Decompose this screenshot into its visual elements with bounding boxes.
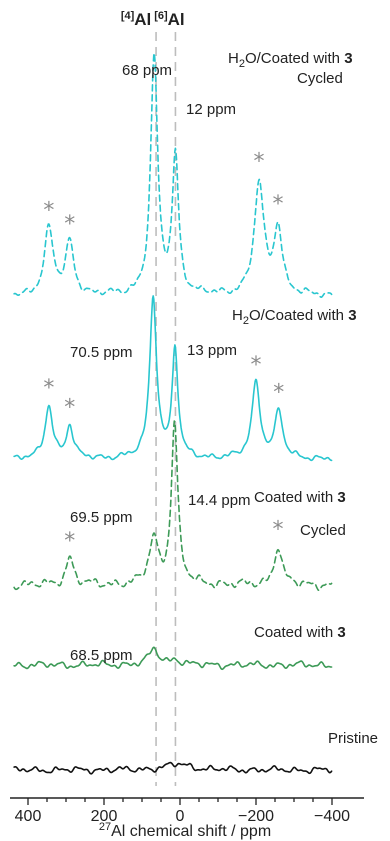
spectrum-pristine: [13, 761, 333, 775]
reference-label-1: [4]Al: [121, 10, 151, 29]
spectrum-h2o_coated: [13, 295, 333, 462]
peak-label-coated_cycled-1: 69.5 ppm: [70, 509, 133, 526]
sideband-star: *: [43, 376, 54, 401]
x-tick-label: 400: [15, 808, 42, 825]
series-label-line2-h2o_coated_cycled: Cycled: [297, 70, 343, 87]
series-label-line2-coated_cycled: Cycled: [300, 522, 346, 539]
sideband-star: *: [273, 381, 284, 406]
x-tick-label: 0: [176, 808, 185, 825]
x-axis-label: 27Al chemical shift / ppm: [99, 821, 271, 840]
series-label-h2o_coated: H2O/Coated with 3: [232, 307, 357, 327]
series-label-coated_cycled: Coated with 3: [254, 489, 346, 506]
reference-label-2: [6]Al: [154, 10, 184, 29]
spectrum-coated: [13, 646, 333, 671]
sideband-star: *: [64, 529, 75, 554]
x-tick-label: −400: [314, 808, 350, 825]
peak-label-coated-1: 68.5 ppm: [70, 647, 133, 664]
x-tick-label: 200: [91, 808, 118, 825]
series-label-h2o_coated_cycled: H2O/Coated with 3: [228, 50, 353, 70]
series-label-pristine: Pristine: [328, 730, 378, 747]
peak-label-h2o_coated-2: 13 ppm: [187, 342, 237, 359]
sideband-star: *: [64, 212, 75, 237]
peak-label-h2o_coated_cycled-1: 68 ppm: [122, 62, 172, 79]
spectrum-coated_cycled: [13, 420, 333, 591]
sideband-star: *: [43, 198, 54, 223]
peak-label-h2o_coated-1: 70.5 ppm: [70, 344, 133, 361]
x-tick-label: −200: [238, 808, 274, 825]
series-label-coated: Coated with 3: [254, 624, 346, 641]
sideband-star: *: [254, 150, 265, 175]
sideband-star: *: [251, 353, 262, 378]
peak-label-h2o_coated_cycled-2: 12 ppm: [186, 101, 236, 118]
peak-label-coated_cycled-2: 14.4 ppm: [188, 492, 251, 509]
sideband-star: *: [273, 192, 284, 217]
spectrum-h2o_coated_cycled: [13, 52, 333, 298]
sideband-star: *: [64, 396, 75, 421]
sideband-star: *: [273, 518, 284, 543]
